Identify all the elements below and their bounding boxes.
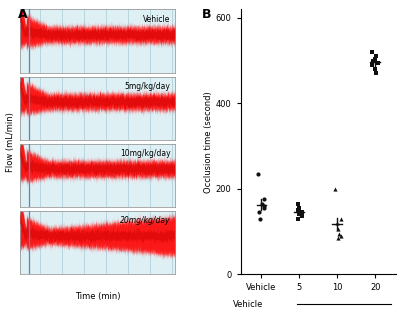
- Point: [334, 227, 341, 232]
- Point: [375, 60, 382, 65]
- Point: [296, 205, 302, 210]
- Point: [332, 186, 338, 191]
- Point: [368, 49, 375, 54]
- Point: [261, 197, 268, 202]
- Point: [336, 231, 343, 236]
- Text: B: B: [202, 8, 212, 21]
- Point: [299, 214, 305, 219]
- Text: A: A: [18, 8, 28, 21]
- Point: [294, 201, 301, 206]
- Point: [334, 220, 340, 225]
- Point: [261, 205, 268, 210]
- Point: [372, 67, 378, 72]
- Point: [294, 208, 301, 213]
- Text: Flow (mL/min): Flow (mL/min): [6, 112, 15, 172]
- Point: [369, 58, 376, 63]
- Point: [260, 203, 267, 208]
- Text: 20mg/kg/day: 20mg/kg/day: [120, 216, 171, 225]
- Point: [257, 216, 263, 221]
- Point: [256, 210, 262, 215]
- Point: [254, 171, 261, 176]
- Point: [338, 216, 344, 221]
- Text: Vehicle: Vehicle: [233, 300, 264, 309]
- Text: 10mg/kg/day: 10mg/kg/day: [120, 149, 171, 158]
- Text: 5mg/kg/day: 5mg/kg/day: [125, 82, 171, 91]
- Y-axis label: Occlusion time (second): Occlusion time (second): [204, 91, 213, 193]
- Point: [373, 71, 379, 76]
- Point: [296, 212, 302, 217]
- Point: [338, 233, 344, 238]
- Text: Vehicle: Vehicle: [143, 14, 171, 24]
- Point: [335, 235, 341, 240]
- Point: [298, 210, 305, 215]
- Point: [295, 216, 301, 221]
- Point: [368, 62, 375, 67]
- Point: [259, 201, 266, 206]
- Point: [372, 56, 378, 61]
- Text: Time (min): Time (min): [75, 292, 120, 301]
- Point: [373, 54, 379, 59]
